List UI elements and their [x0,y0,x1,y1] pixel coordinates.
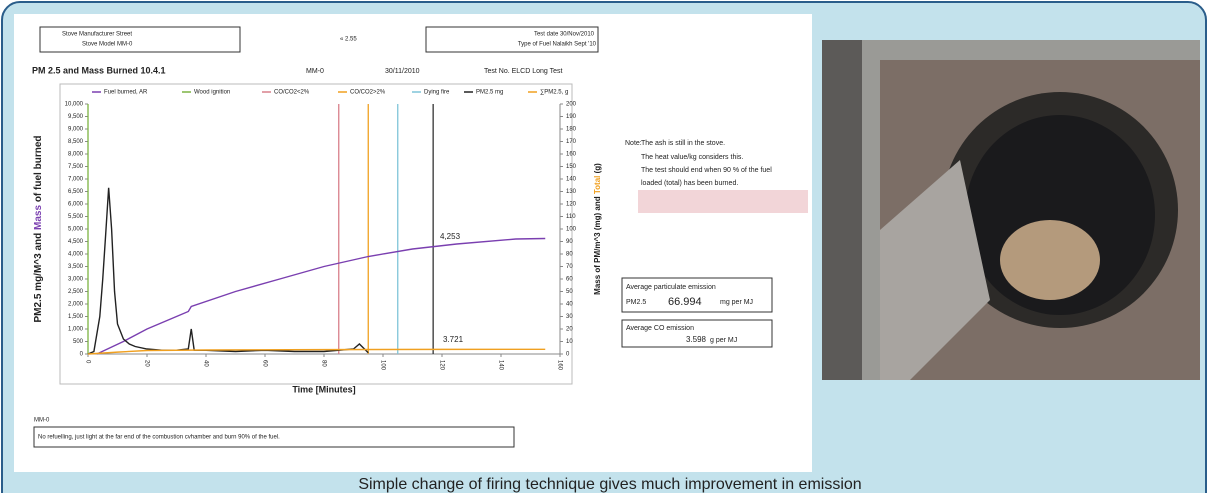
y2-axis-title-part: (g) [593,163,602,176]
legend-label: Fuel burned, AR [104,90,148,96]
y-tick-label: 9,500 [68,114,84,120]
y-tick-label: 2,000 [68,302,84,308]
y-tick-label: 500 [73,339,84,345]
y-tick-label: 5,000 [68,227,84,233]
y-tick-label: 5,500 [68,214,84,220]
legend-label: Wood ignition [194,90,230,96]
y2-tick-label: 170 [566,139,577,145]
y2-tick-label: 140 [566,177,577,183]
header-mid: « 2.55 [340,37,357,43]
y2-tick-label: 110 [566,214,576,220]
y-tick-label: 8,500 [68,139,84,145]
y2-tick-label: 10 [566,339,573,345]
y-tick-label: 8,000 [68,152,84,158]
title-date: 30/11/2010 [385,68,420,75]
y-tick-label: 3,000 [68,277,84,283]
y2-tick-label: 180 [566,127,577,133]
footer-model: MM-0 [34,418,50,424]
x-tick-label: 80 [320,360,326,367]
y2-tick-label: 100 [566,227,577,233]
co-value: 3.598 [686,335,707,344]
legend-label: PM2.5 mg [476,90,503,96]
y-tick-label: 4,500 [68,239,84,245]
y-tick-label: 6,000 [68,202,84,208]
y2-tick-label: 160 [566,152,577,158]
title-model: MM-0 [306,68,324,75]
pm-title: Average particulate emission [626,284,716,291]
y-axis-title: PM2.5 mg/M^3 and Mass of fuel burned [33,136,44,323]
y-tick-label: 6,500 [68,189,84,195]
legend-label: CO/CO2<2% [274,90,310,96]
y2-tick-label: 190 [566,114,577,120]
note: loaded (total) has been burned. [641,180,738,187]
title-test: Test No. ELCD Long Test [484,68,563,75]
y2-axis-title-part: Mass of PM/m^3 (mg) and [593,194,602,295]
y-tick-label: 7,000 [68,177,84,183]
y2-tick-label: 120 [566,202,577,208]
pm-label: PM2.5 [626,299,646,306]
y-tick-label: 1,000 [68,327,84,333]
legend-label: ∑PM2.5, g [540,90,568,96]
y-tick-label: 7,500 [68,164,84,170]
x-tick-label: 60 [261,360,267,367]
y2-tick-label: 130 [566,189,577,195]
pm-unit: mg per MJ [720,299,753,306]
footer-comment: No refuelling, just light at the far end… [38,435,280,441]
note: The test should end when 90 % of the fue… [641,167,772,174]
co-unit: g per MJ [710,337,737,344]
y2-tick-label: 50 [566,289,573,295]
test-date: Test date 30/Nov/2010 [534,32,595,38]
y-axis-title-part: PM2.5 mg/M^3 and [33,230,44,323]
model: Stove Model MM-0 [82,42,133,48]
chart-title: PM 2.5 and Mass Burned 10.4.1 [32,65,166,75]
y2-tick-label: 30 [566,314,573,320]
annotation: 3.721 [443,335,464,344]
x-tick-label: 20 [143,360,149,367]
y2-tick-label: 150 [566,164,577,170]
y2-tick-label: 200 [566,102,577,108]
slide: Stove Manufacturer Street Stove Model MM… [0,0,1208,493]
y-tick-label: 10,000 [65,102,84,108]
x-tick-label: 160 [556,360,562,371]
x-tick-label: 100 [379,360,385,371]
y2-tick-label: 90 [566,239,573,245]
y-axis-title-part: Mass [33,205,44,230]
x-tick-label: 140 [497,360,503,371]
y2-axis-title-part: Total [593,176,602,195]
x-tick-label: 120 [438,360,444,371]
note: The heat value/kg considers this. [641,154,743,161]
highlight [638,190,808,213]
pm-value: 66.994 [668,296,702,308]
y-tick-label: 2,500 [68,289,84,295]
y-axis-title-part: of fuel burned [33,136,44,205]
y2-tick-label: 70 [566,264,573,270]
y-tick-label: 1,500 [68,314,84,320]
y-tick-label: 9,000 [68,127,84,133]
caption: Simple change of firing technique gives … [358,476,861,493]
note: The ash is still in the stove. [641,140,725,147]
manufacturer: Stove Manufacturer Street [62,32,132,38]
annotation: 4,253 [440,232,461,241]
legend-label: CO/CO2>2% [350,90,386,96]
x-axis-title: Time [Minutes] [292,384,355,394]
document [14,14,812,472]
legend-label: Dying fire [424,90,450,96]
y-tick-label: 4,000 [68,252,84,258]
co-title: Average CO emission [626,325,694,332]
y2-axis-title: Mass of PM/m^3 (mg) and Total (g) [593,163,602,295]
y2-tick-label: 60 [566,277,573,283]
photo [822,40,1200,380]
y2-tick-label: 80 [566,252,573,258]
note: Note: [625,140,642,147]
fuel: Type of Fuel Nalaikh Sept '10 [518,42,597,48]
x-tick-label: 40 [202,360,208,367]
y2-tick-label: 20 [566,327,573,333]
y-tick-label: 3,500 [68,264,84,270]
y2-tick-label: 40 [566,302,573,308]
